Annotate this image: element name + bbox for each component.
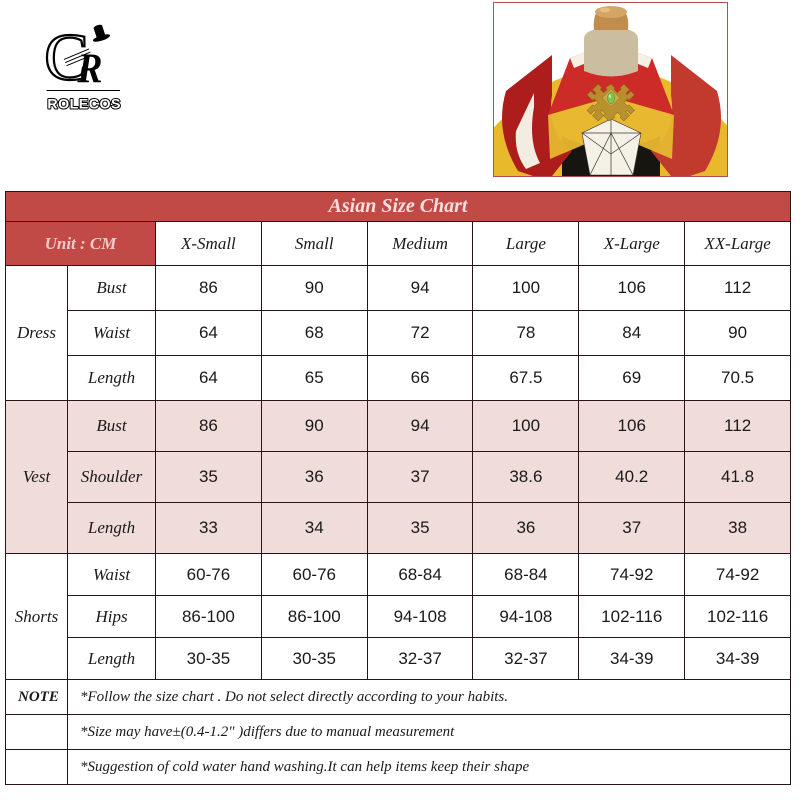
svg-text:R: R (76, 44, 102, 92)
svg-text:ROLECOS: ROLECOS (47, 96, 121, 112)
